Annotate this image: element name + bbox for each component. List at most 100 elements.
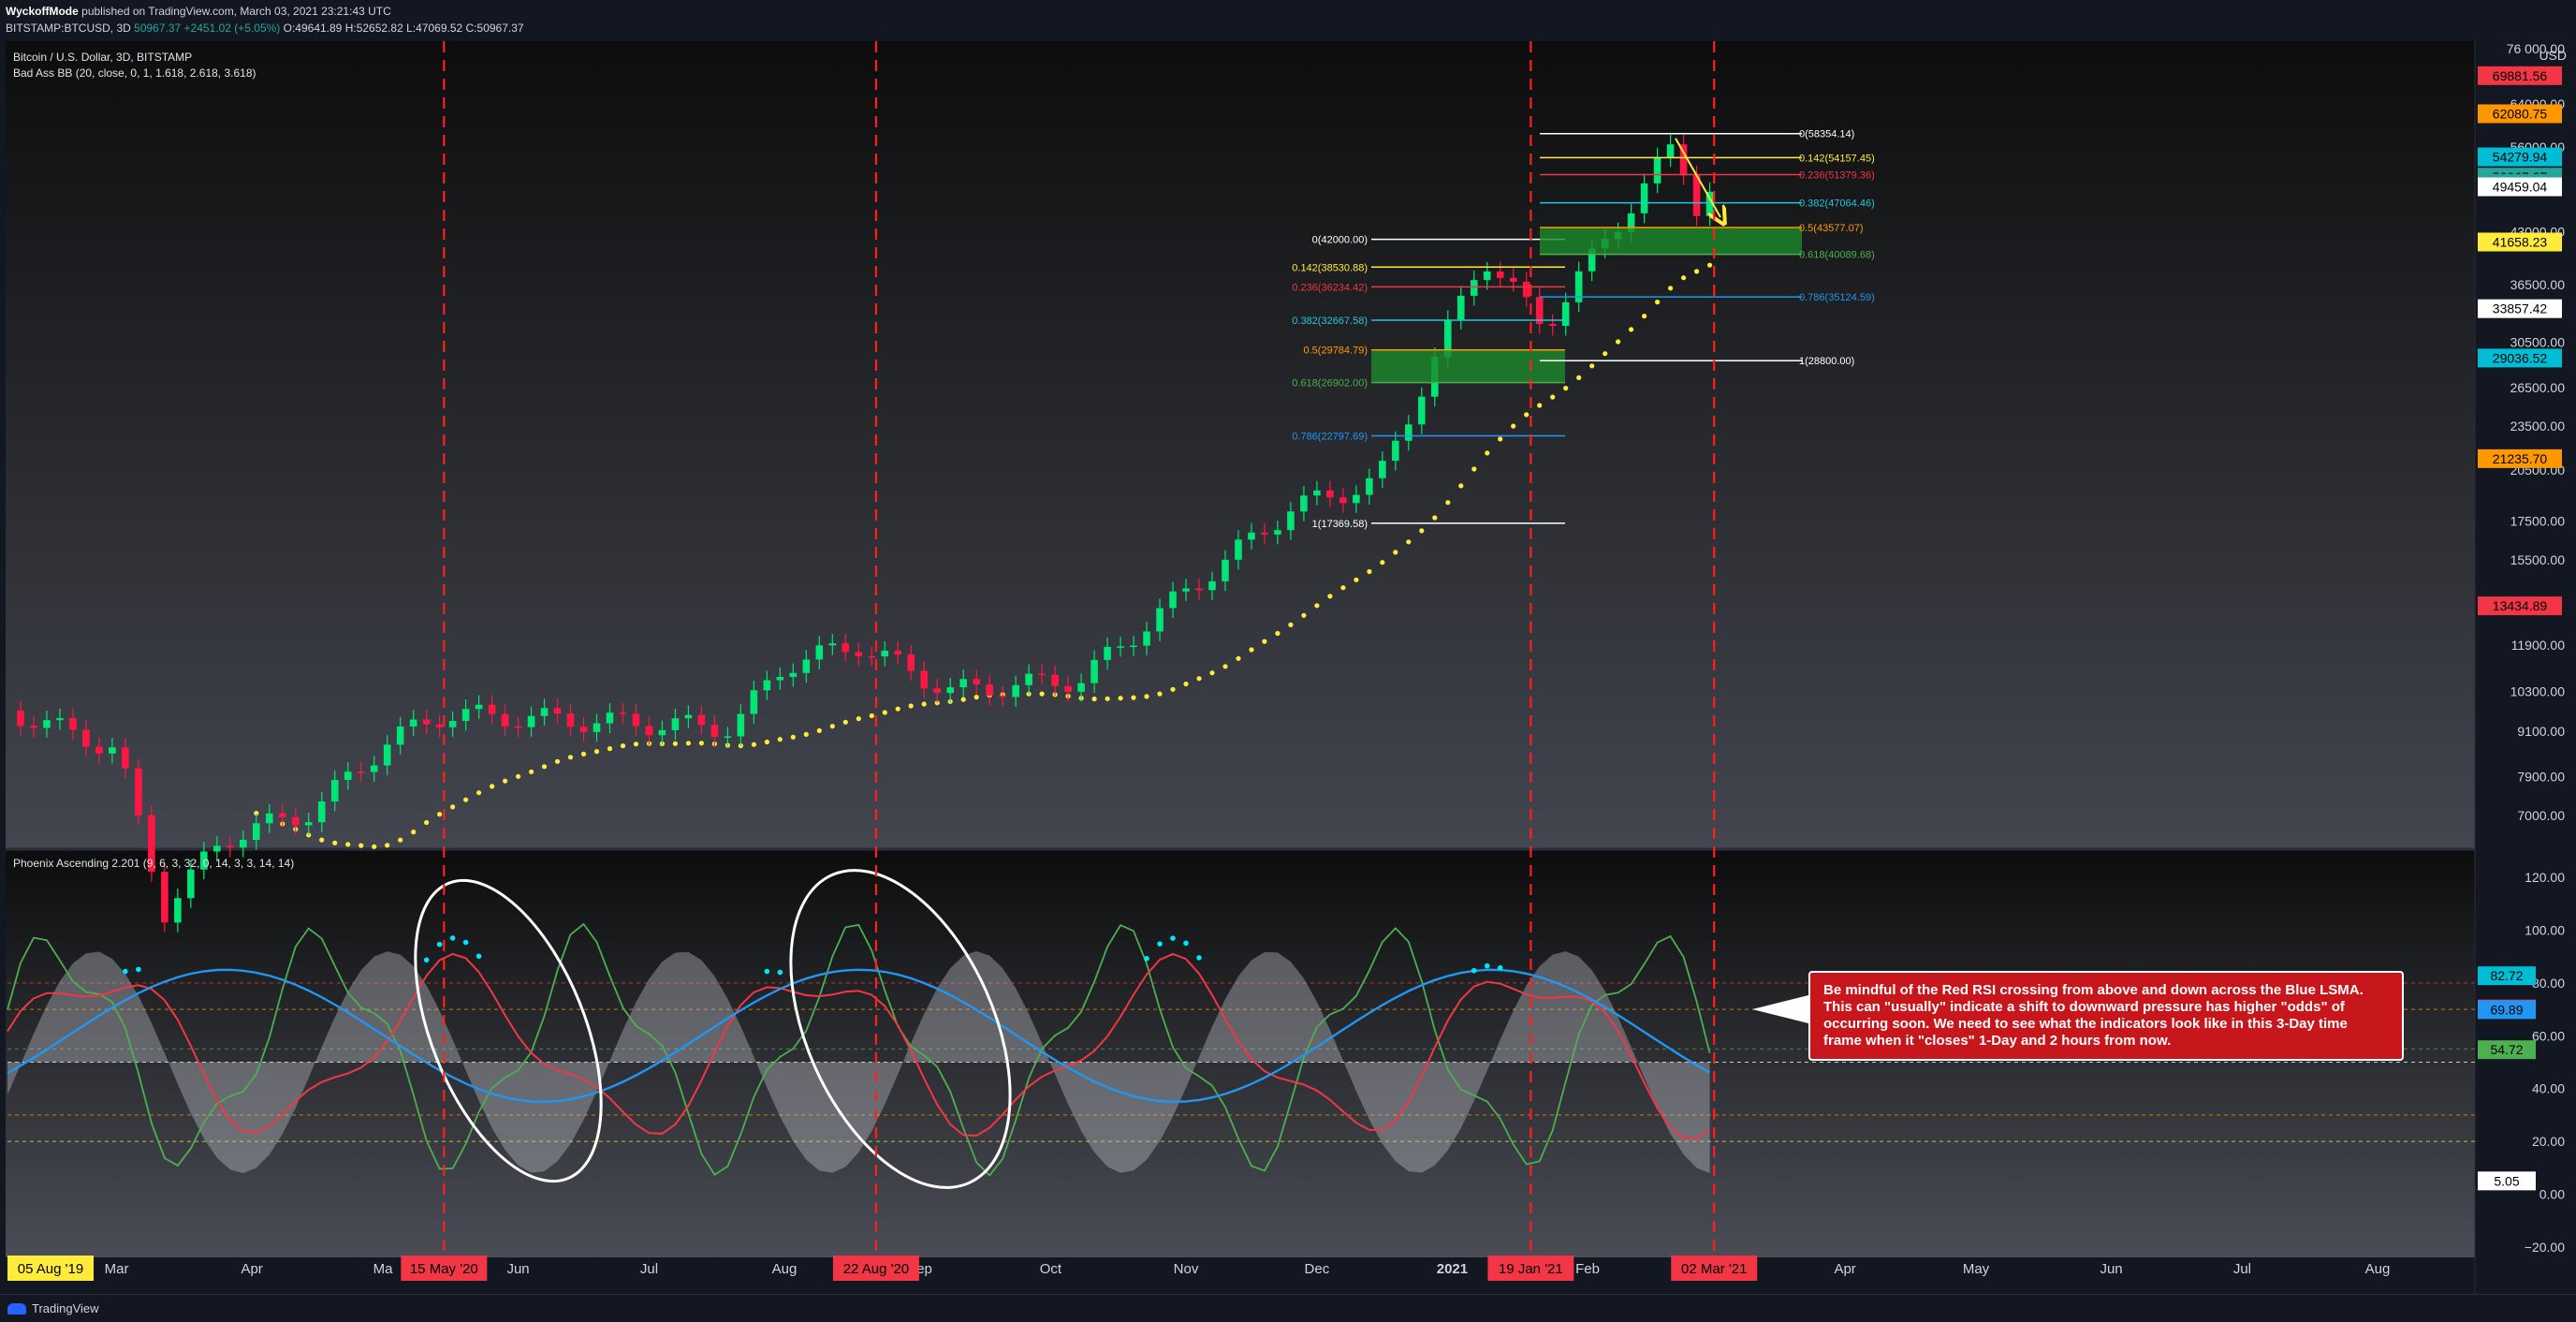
tradingview-logo[interactable]: TradingView bbox=[7, 1301, 99, 1315]
candle-body bbox=[986, 683, 993, 696]
price-badge-label: 54279.94 bbox=[2493, 150, 2548, 165]
basis-dot bbox=[1288, 622, 1294, 628]
fib-2-level-label: 0.382(47064.46) bbox=[1799, 198, 1875, 210]
candle-body bbox=[304, 822, 313, 826]
candle-body bbox=[1692, 175, 1701, 216]
annotation-callout[interactable]: Be mindful of the Red RSI crossing from … bbox=[1808, 971, 2404, 1061]
fib-2-level-label: 1(28800.00) bbox=[1799, 356, 1854, 367]
highlight-ellipse bbox=[414, 878, 603, 1183]
basis-dot bbox=[503, 778, 508, 784]
price-tick-label: 15500.00 bbox=[2510, 552, 2566, 567]
time-tick-label: Nov bbox=[1174, 1261, 1199, 1277]
basis-dot bbox=[1340, 585, 1346, 591]
candle-body bbox=[697, 714, 706, 726]
overbought-dot bbox=[1183, 940, 1189, 947]
candle-body bbox=[409, 719, 417, 727]
fib-1-level-label: 0(42000.00) bbox=[1312, 235, 1368, 246]
price-tick-label: 7000.00 bbox=[2517, 808, 2565, 823]
candle-body bbox=[815, 645, 824, 660]
osc-tick-label: 60.00 bbox=[2532, 1028, 2565, 1043]
basis-dot bbox=[345, 842, 351, 847]
candle-body bbox=[69, 717, 77, 730]
basis-dot bbox=[1327, 594, 1333, 599]
price-badge-label: 69881.56 bbox=[2493, 68, 2548, 83]
time-badge bbox=[7, 1256, 94, 1281]
basis-dot bbox=[1144, 694, 1149, 699]
basis-dot bbox=[463, 797, 469, 802]
fast-stochastic-line bbox=[7, 922, 1711, 1177]
candle-body bbox=[973, 679, 980, 684]
chart-canvas[interactable]: 0(42000.00) 0.142(38530.88) 0.236(36234.42… bbox=[0, 0, 2576, 1294]
candle-body bbox=[187, 869, 195, 899]
candle-body bbox=[1287, 511, 1295, 531]
candle-body bbox=[1222, 559, 1229, 581]
candle-body bbox=[894, 650, 902, 654]
candle-body bbox=[855, 652, 863, 656]
basis-dot bbox=[934, 700, 940, 706]
basis-dot bbox=[372, 844, 377, 849]
price-badge-label: 41658.23 bbox=[2493, 234, 2548, 249]
candle-body bbox=[488, 704, 496, 714]
basis-dot bbox=[1655, 300, 1661, 305]
candle-body bbox=[1418, 396, 1426, 425]
candle-body bbox=[330, 780, 339, 801]
time-badge bbox=[401, 1256, 488, 1281]
candle-body bbox=[1195, 588, 1203, 591]
overbought-dot bbox=[1471, 967, 1477, 974]
basis-dot bbox=[437, 812, 443, 817]
main-pane-title[interactable]: Bitcoin / U.S. Dollar, 3D, BITSTAMP bbox=[13, 51, 193, 64]
osc-badge-label: 54.72 bbox=[2490, 1042, 2523, 1057]
candle-body bbox=[161, 872, 168, 923]
basis-dot bbox=[359, 843, 364, 848]
price-tick-label: 10300.00 bbox=[2510, 683, 2566, 698]
price-badge bbox=[2478, 177, 2562, 197]
overbought-dot bbox=[1196, 955, 1202, 961]
candle-body bbox=[396, 726, 404, 745]
fib-2-level-label: 0.618(40089.68) bbox=[1799, 250, 1875, 261]
candle-body bbox=[1051, 674, 1059, 686]
time-tick-label: Jun bbox=[506, 1261, 529, 1277]
candle-body bbox=[579, 727, 588, 732]
candle-body bbox=[1248, 532, 1255, 540]
footer-brand: TradingView bbox=[32, 1301, 99, 1315]
time-badge-label: 02 Mar '21 bbox=[1681, 1261, 1747, 1277]
basis-dot bbox=[1249, 647, 1254, 653]
candle-body bbox=[383, 744, 391, 766]
basis-dot bbox=[790, 734, 796, 740]
basis-dot bbox=[516, 773, 521, 779]
basis-dot bbox=[1668, 286, 1674, 291]
publisher-name[interactable]: WyckoffMode bbox=[6, 5, 79, 18]
main-pane-legend: Bitcoin / U.S. Dollar, 3D, BITSTAMP Bad … bbox=[13, 50, 256, 81]
candle-body bbox=[999, 695, 1006, 698]
candle-body bbox=[501, 713, 509, 727]
candle-body bbox=[1548, 324, 1557, 326]
rsi-line bbox=[7, 952, 1711, 1139]
basis-dot bbox=[319, 837, 325, 843]
osc-badge bbox=[2478, 1000, 2536, 1020]
candle-body bbox=[632, 713, 640, 727]
candle-body bbox=[868, 655, 876, 658]
bb-indicator-label[interactable]: Bad Ass BB (20, close, 0, 1, 1.618, 2.61… bbox=[13, 66, 256, 80]
candle-body bbox=[645, 726, 653, 736]
time-tick-label: Jul bbox=[2233, 1261, 2251, 1277]
basis-dot bbox=[1537, 403, 1543, 408]
candle-body bbox=[671, 718, 680, 730]
osc-pane-legend[interactable]: Phoenix Ascending 2.201 (9, 6, 3, 32, 0,… bbox=[13, 857, 295, 870]
fib-1-level-label: 0.142(38530.88) bbox=[1292, 262, 1368, 273]
price-badge bbox=[2478, 232, 2562, 252]
candle-body bbox=[291, 816, 300, 826]
fib-2-level-label: 0.142(54157.45) bbox=[1799, 153, 1875, 164]
candle-body bbox=[122, 747, 129, 769]
candle-body bbox=[1588, 248, 1596, 272]
highlight-ellipse bbox=[789, 869, 1012, 1189]
osc-tick-label: 0.00 bbox=[2539, 1187, 2565, 1202]
basis-dot bbox=[580, 751, 587, 757]
basis-dot bbox=[1485, 450, 1490, 456]
time-tick-label: Aug bbox=[2365, 1261, 2391, 1277]
candle-body bbox=[174, 898, 182, 923]
basis-dot bbox=[1354, 577, 1359, 582]
price-pane[interactable] bbox=[6, 41, 2475, 848]
basis-dot bbox=[1458, 483, 1464, 489]
annotation-text: Be mindful of the Red RSI crossing from … bbox=[1823, 982, 2364, 1049]
price-tick-label: 9100.00 bbox=[2517, 724, 2565, 739]
